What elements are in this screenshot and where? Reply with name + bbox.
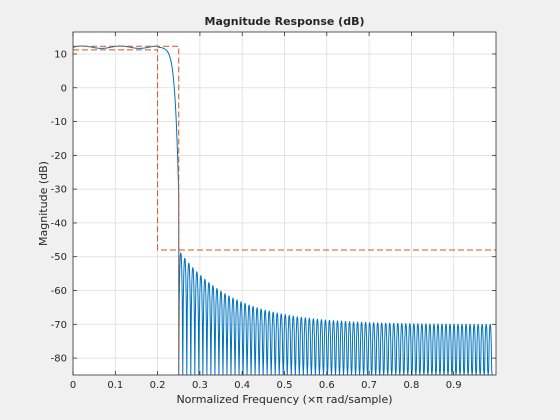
x-tick-label: 0.1 — [107, 380, 123, 391]
x-tick-label: 0.2 — [150, 380, 166, 391]
x-axis-label: Normalized Frequency (×π rad/sample) — [176, 393, 392, 406]
axis-ticks — [72, 32, 496, 375]
x-tick-label: 0.7 — [361, 380, 377, 391]
chart-title: Magnitude Response (dB) — [205, 15, 365, 28]
y-tick-label: -80 — [51, 354, 67, 365]
y-tick-label: -70 — [51, 320, 67, 331]
x-tick-label: 0.3 — [192, 380, 208, 391]
y-tick-label: -50 — [51, 252, 67, 263]
y-tick-label: -20 — [51, 151, 67, 162]
x-tick-label: 0.4 — [234, 380, 250, 391]
x-tick-label: 0.8 — [403, 380, 419, 391]
y-axis-label: Magnitude (dB) — [37, 161, 50, 246]
mask-line — [73, 45, 180, 375]
x-tick-label: 0.5 — [277, 380, 293, 391]
y-tick-label: 0 — [61, 83, 67, 94]
y-tick-label: -40 — [51, 218, 67, 229]
y-tick-label: 10 — [54, 49, 67, 60]
y-tick-labels: 10 0 -10 -20 -30 -40 -50 -60 -70 -80 — [51, 49, 67, 364]
y-tick-label: -10 — [51, 117, 67, 128]
x-tick-labels: 0 0.1 0.2 0.3 0.4 0.5 0.6 0.7 0.8 0.9 — [70, 380, 462, 391]
x-tick-label: 0 — [70, 380, 76, 391]
plot-area — [72, 45, 496, 376]
y-tick-label: -30 — [51, 185, 67, 196]
mask-line — [73, 49, 496, 251]
x-tick-label: 0.9 — [446, 380, 462, 391]
x-tick-label: 0.6 — [319, 380, 335, 391]
specification-mask — [73, 45, 496, 375]
y-tick-label: -60 — [51, 286, 67, 297]
